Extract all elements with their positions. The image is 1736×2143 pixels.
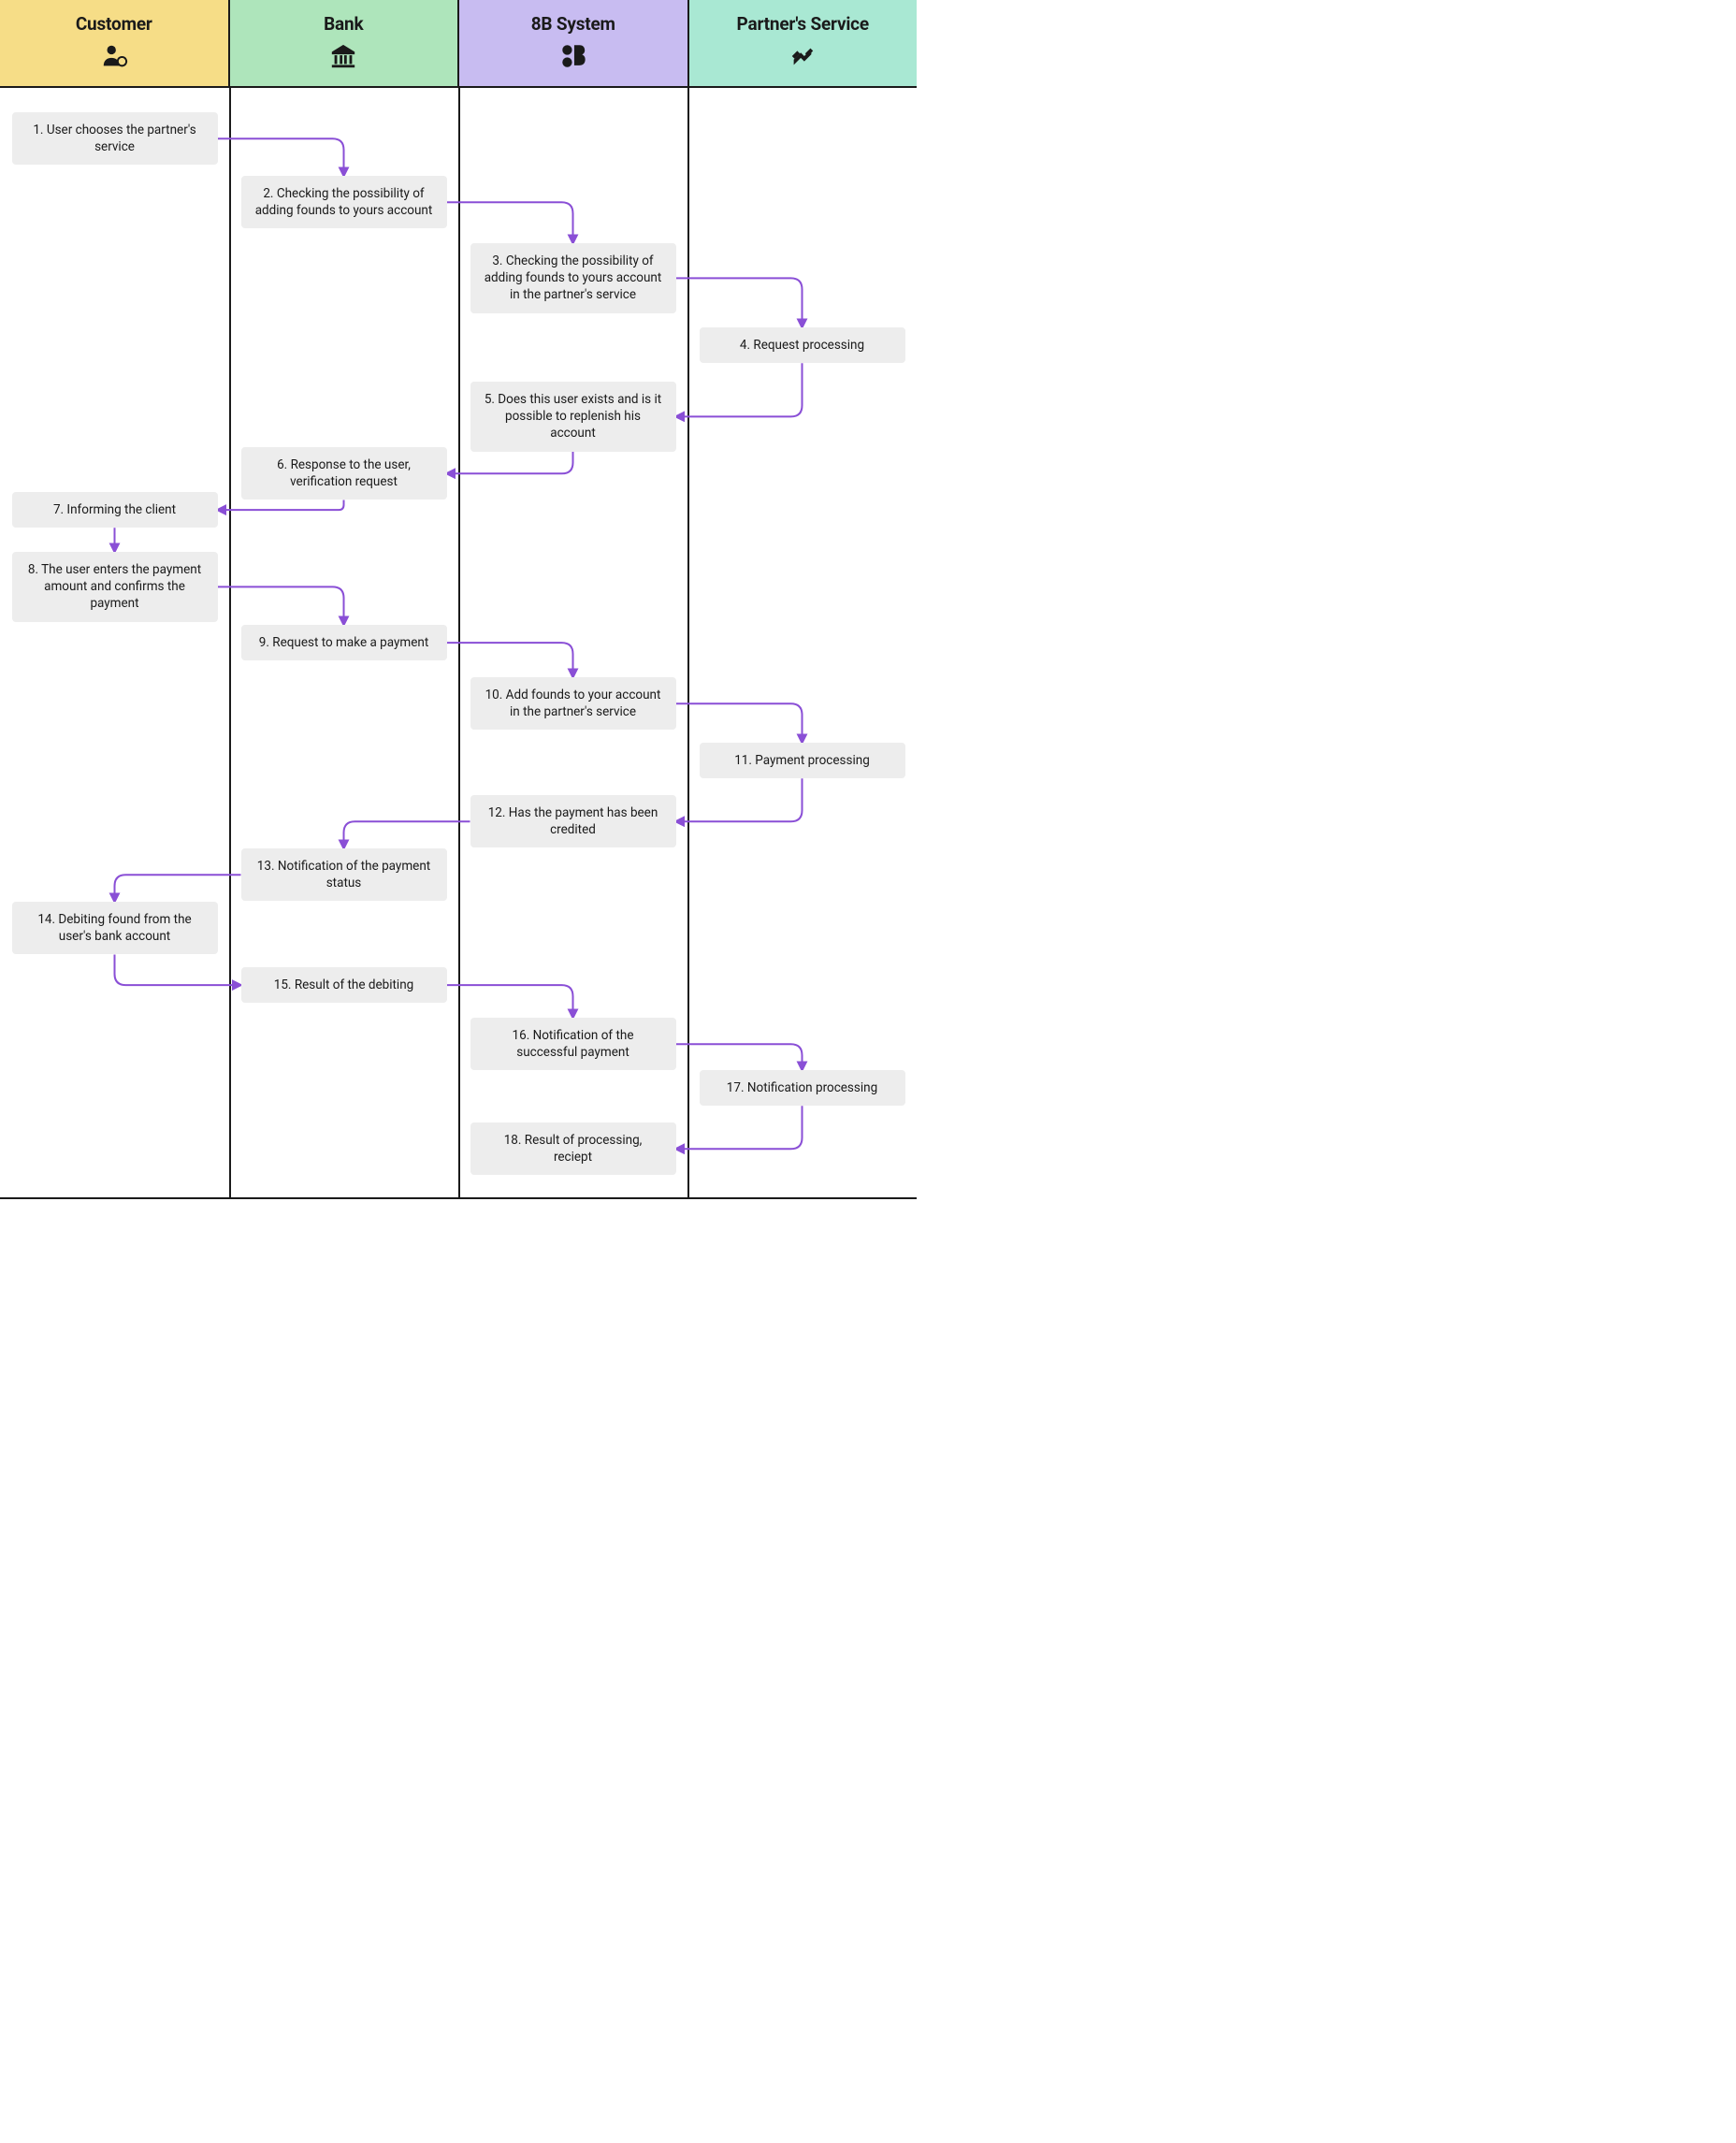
lane-title: 8B System <box>469 13 678 35</box>
bank-icon <box>239 42 449 75</box>
flow-node-label: 12. Has the payment has been credited <box>488 805 658 837</box>
flow-node: 6. Response to the user, verification re… <box>241 447 447 500</box>
flow-node-label: 10. Add founds to your account in the pa… <box>485 688 661 719</box>
flow-node-label: 7. Informing the client <box>53 502 176 517</box>
flow-node-label: 6. Response to the user, verification re… <box>277 457 411 489</box>
flow-node: 3. Checking the possibility of adding fo… <box>470 243 676 313</box>
partner-icon <box>699 42 908 75</box>
flow-node-label: 3. Checking the possibility of adding fo… <box>485 253 662 302</box>
flow-node: 14. Debiting found from the user's bank … <box>12 902 218 954</box>
lane-title: Partner's Service <box>699 13 908 35</box>
customer-icon <box>9 42 219 75</box>
flow-node-label: 13. Notification of the payment status <box>257 859 430 891</box>
flow-node: 8. The user enters the payment amount an… <box>12 552 218 622</box>
lane-header: Customer <box>0 0 228 88</box>
flow-node-label: 4. Request processing <box>740 338 864 353</box>
lane-title: Bank <box>239 13 449 35</box>
flow-node-label: 18. Result of processing, reciept <box>504 1133 643 1165</box>
lane-header: 8B System <box>457 0 687 88</box>
flow-node-label: 15. Result of the debiting <box>274 977 414 992</box>
flow-node: 4. Request processing <box>700 327 905 363</box>
flow-node-label: 1. User chooses the partner's service <box>33 123 195 154</box>
flow-node: 9. Request to make a payment <box>241 625 447 660</box>
lane-header: Bank <box>228 0 458 88</box>
flow-node: 5. Does this user exists and is it possi… <box>470 382 676 452</box>
flow-node-label: 14. Debiting found from the user's bank … <box>37 912 191 944</box>
flow-node-label: 17. Notification processing <box>727 1080 877 1095</box>
flow-node: 16. Notification of the successful payme… <box>470 1018 676 1070</box>
flow-node-label: 9. Request to make a payment <box>259 635 429 650</box>
flow-node-label: 11. Payment processing <box>734 753 870 768</box>
lanes-header: Customer Bank 8B System Partner's Service <box>0 0 917 88</box>
flow-node: 2. Checking the possibility of adding fo… <box>241 176 447 228</box>
flow-node: 7. Informing the client <box>12 492 218 528</box>
flow-node: 1. User chooses the partner's service <box>12 112 218 165</box>
flow-node: 17. Notification processing <box>700 1070 905 1106</box>
swimlane-diagram: Customer Bank 8B System Partner's Service 1… <box>0 0 917 1199</box>
lane-col-partner <box>687 88 917 1197</box>
flow-node-label: 16. Notification of the successful payme… <box>513 1028 634 1060</box>
flow-node: 12. Has the payment has been credited <box>470 795 676 847</box>
flow-node-label: 8. The user enters the payment amount an… <box>28 562 201 611</box>
flow-node-label: 2. Checking the possibility of adding fo… <box>255 186 433 218</box>
8b-icon <box>469 42 678 75</box>
flow-node: 18. Result of processing, reciept <box>470 1122 676 1175</box>
flow-node-label: 5. Does this user exists and is it possi… <box>485 392 661 441</box>
flow-node: 13. Notification of the payment status <box>241 848 447 901</box>
lane-title: Customer <box>9 13 219 35</box>
lane-col-customer <box>0 88 229 1197</box>
flow-node: 15. Result of the debiting <box>241 967 447 1003</box>
lane-header: Partner's Service <box>687 0 918 88</box>
lanes-body: 1. User chooses the partner's service 2. … <box>0 88 917 1197</box>
flow-node: 11. Payment processing <box>700 743 905 778</box>
flow-node: 10. Add founds to your account in the pa… <box>470 677 676 730</box>
